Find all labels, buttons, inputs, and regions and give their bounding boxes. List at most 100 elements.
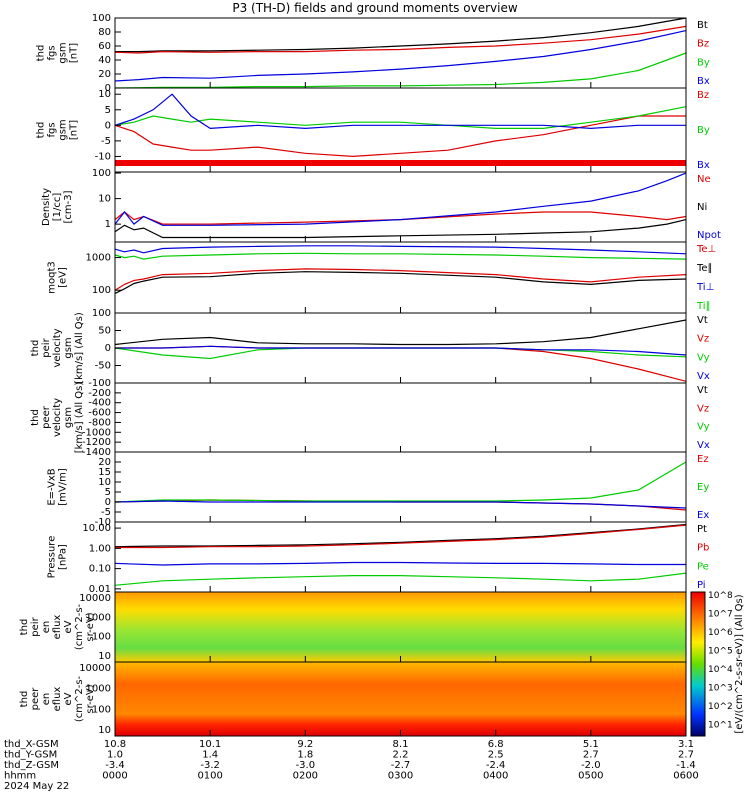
series-line-Te∥ [114,271,687,294]
legend-Bz: Bz [697,39,709,50]
colorbar-tick-label: 10^7 [708,610,733,620]
y-tick-label: 10.00 [82,523,111,534]
x-tick-label: -2.4 [486,760,506,771]
series-line-Vx [115,345,687,356]
y-axis-label: E=-VxB [47,468,58,505]
y-axis-label: moqt3 [47,261,58,294]
y-tick-label: 0 [105,343,111,354]
y-tick-label: 100 [92,704,111,715]
legend-By: By [697,125,710,136]
legend-Pe: Pe [697,561,709,572]
colorbar: 10^8 10^7 10^6 10^5 10^4 10^3 10^2 10^1 [eV/(cm^… [690,591,745,737]
legend-Ni: Ni [697,202,707,213]
series-line-Ne [114,211,687,225]
y-tick-label: 1000 [86,684,111,695]
series-line-Vz [115,345,687,382]
panel-frame-1 [114,87,687,173]
panel-4: 100 50 0 -50 -100 Vt Vz Vy Vx thd peir velocity gsm[… [30,308,710,389]
legend-Vy: Vy [697,422,710,433]
y-tick-label: 60 [98,41,111,52]
colorbar-rect [690,591,706,737]
y-axis-label: [nT] [69,120,80,140]
x-row-label: thd_Z-GSM [4,760,59,771]
x-tick-label: 2.7 [583,750,599,761]
legend-Npot: Npot [697,230,721,241]
y-axis-label: thd [36,122,47,139]
x-row-label: hhmm [4,771,36,782]
y-tick-label: -10 [95,517,111,528]
legend-Ti⊥: Ti⊥ [696,282,714,293]
y-tick-label: -1400 [82,447,111,458]
legend-Vt: Vt [697,385,708,396]
y-tick-label: -100 [88,378,111,389]
x-tick-label: 2.7 [678,750,694,761]
y-axis-label: sr-eV) [85,684,96,713]
legend-Ey: Ey [697,482,709,493]
legend-By: By [697,57,710,68]
y-axis-label: [km/s] (All Qs) [74,382,85,454]
y-tick-label: -5 [101,136,111,147]
y-axis-label: thd [19,619,30,636]
series-line-Te⊥ [114,268,687,291]
x-tick-label: 3.1 [678,739,694,750]
y-tick-label: 5 [105,105,111,116]
x-tick-label: -2.0 [581,760,601,771]
y-axis-label: fgs [47,45,58,60]
panel-frame-6 [114,451,687,523]
y-tick-label: 80 [98,27,111,38]
series-line-Ti∥ [114,252,687,260]
panel-8: 10000 1000 100 10 thd peir en eflux eV (cm^2-s-sr… [19,591,687,663]
y-tick-label: 20 [98,457,111,468]
series-line-Vt [114,319,687,346]
x-tick-label: 2.5 [488,750,504,761]
x-tick-label: 0200 [293,771,318,782]
series-line-Pi [114,561,686,566]
series-line-Pb [115,524,687,549]
legend-Bt: Bt [697,20,708,31]
y-axis-label: thd [30,340,41,357]
y-axis-label: gsm [63,337,74,358]
x-row-label: 2024 May 22 [4,781,69,792]
legend-Vx: Vx [697,440,710,451]
x-tick-label: 10.1 [199,739,221,750]
series-line-Bt [115,17,687,53]
y-axis-label: fgs [47,122,58,137]
y-axis-label: [cm-3] [63,190,74,223]
y-tick-label: 10 [98,194,111,205]
y-tick-label: 10000 [79,663,111,674]
y-axis-label: eflux [52,615,63,640]
y-tick-label: 0 [105,120,111,131]
colorbar-tick-label: 10^1 [708,721,733,731]
legend-Pt: Pt [697,524,707,535]
x-row-label: thd_Y-GSM [4,750,57,761]
y-tick-label: 0.10 [89,564,111,575]
series-line-Ey [114,461,687,503]
colorbar-tick-label: 10^3 [708,684,733,694]
x-tick-label: 0500 [578,771,603,782]
y-tick-label: -1200 [82,437,111,448]
y-axis-label: peer [30,687,41,711]
x-tick-label: 10.8 [104,739,126,750]
panel-frame-5 [114,382,687,453]
y-axis-label: thd [30,409,41,426]
x-tick-label: 5.1 [583,739,599,750]
legend-Ex: Ex [697,510,709,521]
y-tick-label: -800 [88,417,111,428]
legend-Pi: Pi [697,580,706,591]
y-tick-label: 100 [92,308,111,319]
y-tick-label: 100 [92,285,111,296]
legend-Vx: Vx [697,371,710,382]
y-tick-label: -50 [95,361,111,372]
y-axis-label: (cm^2-s- [74,603,85,650]
y-tick-label: -200 [88,388,111,399]
y-tick-label: -10 [95,151,111,162]
x-tick-label: 0600 [673,771,698,782]
y-axis-label: peer [41,405,52,429]
series-line-Pt [114,523,687,548]
y-axis-label: [km/s] (All Qs) [74,312,85,384]
legend-Vz: Vz [697,403,709,414]
y-axis-label: sr-eV) [85,612,96,641]
panel-0: 100 80 60 40 20 0 Bt Bz By Bx thd fgs gsm [nT] [36,13,710,94]
y-axis-label: thd [36,45,47,62]
panel-7: 10.00 1.00 0.10 0.01 Pt Pb Pe Pi Pressure [nPa] [47,521,709,595]
